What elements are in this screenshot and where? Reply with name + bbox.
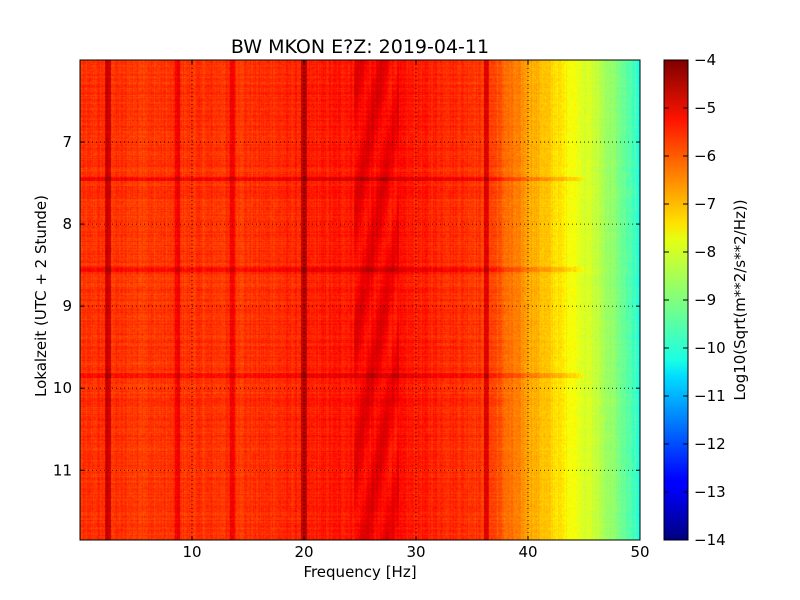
y-tick-label: 10 bbox=[53, 379, 72, 397]
colorbar-tick-label: −4 bbox=[694, 51, 716, 69]
plot-area: 10 20 30 40 50 7 8 9 10 11 bbox=[53, 59, 650, 561]
x-tick-label: 50 bbox=[630, 543, 649, 561]
colorbar-tick-label: −9 bbox=[694, 291, 716, 309]
x-tick-label: 30 bbox=[406, 543, 425, 561]
y-tick-label: 9 bbox=[62, 297, 72, 315]
colorbar-tick-label: −14 bbox=[694, 531, 726, 549]
colorbar-ticks: −4 −5 −6 −7 −8 −9 −10 −11 −12 −13 −14 bbox=[664, 51, 726, 549]
x-axis-label: Frequency [Hz] bbox=[303, 563, 416, 581]
x-tick-label: 40 bbox=[518, 543, 537, 561]
y-axis: 7 8 9 10 11 bbox=[53, 133, 640, 479]
colorbar-label: Log10(Sqrt(m**2/s**2/Hz)) bbox=[731, 199, 749, 400]
colorbar: −4 −5 −6 −7 −8 −9 −10 −11 −12 −13 −14 Log10(Sqrt(m… bbox=[663, 51, 749, 549]
y-tick-label: 11 bbox=[53, 461, 72, 479]
y-tick-label: 7 bbox=[62, 133, 72, 151]
x-tick-label: 10 bbox=[182, 543, 201, 561]
grid-lines bbox=[80, 60, 640, 540]
colorbar-tick-label: −8 bbox=[694, 243, 716, 261]
chart-title: BW MKON E?Z: 2019-04-11 bbox=[231, 36, 489, 58]
colorbar-tick-label: −11 bbox=[694, 387, 726, 405]
colorbar-tick-label: −7 bbox=[694, 195, 716, 213]
x-axis: 10 20 30 40 50 bbox=[182, 60, 650, 561]
colorbar-tick-label: −12 bbox=[694, 435, 726, 453]
colorbar-tick-label: −6 bbox=[694, 147, 716, 165]
x-tick-label: 20 bbox=[294, 543, 313, 561]
y-axis-label: Lokalzeit (UTC + 2 Stunde) bbox=[32, 195, 50, 397]
heatmap-canvas bbox=[80, 60, 640, 540]
colorbar-tick-label: −10 bbox=[694, 339, 726, 357]
colorbar-tick-label: −13 bbox=[694, 483, 726, 501]
y-tick-label: 8 bbox=[62, 215, 72, 233]
colorbar-tick-label: −5 bbox=[694, 99, 716, 117]
plot-frame bbox=[79, 59, 641, 541]
